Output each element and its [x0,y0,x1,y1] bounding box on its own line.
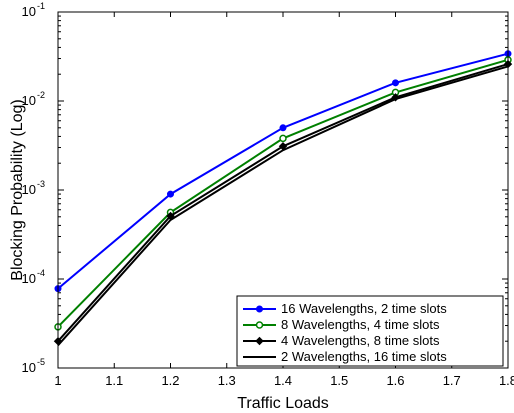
y-tick-label: 10 [22,271,36,286]
legend-label: 2 Wavelengths, 16 time slots [281,349,447,364]
x-tick-label: 1.5 [330,373,348,388]
legend-label: 4 Wavelengths, 8 time slots [281,333,440,348]
plot-frame [57,11,509,369]
series-4 [57,65,509,346]
data-point [392,79,399,87]
x-tick-label: 1.3 [218,373,236,388]
legend-item: 8 Wavelengths, 4 time slots [243,317,440,332]
y-tick-label: 10 [22,360,36,375]
x-tick-label: 1.1 [105,373,123,388]
legend-item: 16 Wavelengths, 2 time slots [243,301,447,316]
legend-label: 16 Wavelengths, 2 time slots [281,301,447,316]
y-axis-label: Blocking Probability (Log) [9,99,26,280]
series-3 [53,59,513,346]
y-tick-label: 10 [22,182,36,197]
y-tick-exponent: -1 [37,1,45,11]
series-1 [54,50,512,293]
x-tick-label: 1.6 [386,373,404,388]
legend-swatch-marker [255,321,264,329]
y-tick-label: 10 [22,4,36,19]
series-group [53,50,513,346]
legend-item: 2 Wavelengths, 16 time slots [243,349,447,364]
legend-box [236,295,504,367]
legend-swatch-marker [256,305,263,313]
x-tick-label: 1.7 [443,373,461,388]
y-tick-labels: 10-510-410-310-210-1 [22,1,45,375]
x-tick-label: 1.2 [161,373,179,388]
series-2 [54,56,512,331]
y-tick-exponent: -3 [37,179,45,189]
data-point [279,124,287,132]
x-tick-label: 1.8 [499,373,514,388]
series-line [57,65,509,346]
x-tick-label: 1 [54,373,61,388]
data-point [279,134,287,143]
data-point [167,190,174,198]
legend-item: 4 Wavelengths, 8 time slots [243,333,440,348]
x-tick-label: 1.4 [274,373,292,388]
x-axis-label: Traffic Loads [237,395,329,412]
legend-label: 8 Wavelengths, 4 time slots [281,317,440,332]
legend-swatch-marker [255,336,264,346]
y-tick-label: 10 [22,93,36,108]
y-tick-exponent: -2 [37,90,45,100]
y-tick-exponent: -4 [37,268,45,278]
y-tick-exponent: -5 [37,357,45,367]
x-tick-labels: 1 1.1 1.2 1.3 1.4 1.5 1.6 1.7 1.8 [54,373,514,388]
